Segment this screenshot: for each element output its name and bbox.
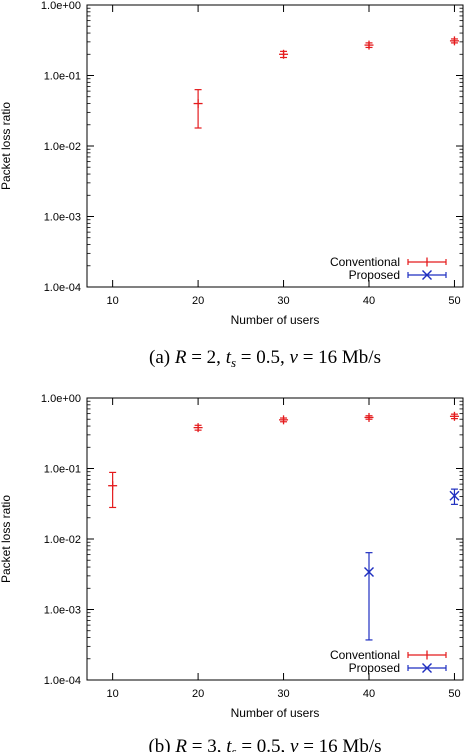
y-tick-label: 1.0e-02: [44, 534, 81, 546]
caption: (a) R = 2, ts = 0.5, v = 16 Mb/s: [149, 347, 381, 370]
y-axis-label: Packet loss ratio: [0, 102, 13, 190]
x-tick-label: 20: [192, 688, 204, 700]
data-point: [364, 567, 374, 578]
legend-marker: [422, 270, 432, 280]
x-axis-label: Number of users: [231, 706, 320, 720]
y-tick-label: 1.0e+00: [41, 0, 81, 12]
x-tick-label: 50: [448, 295, 460, 307]
plot-frame: [86, 397, 464, 681]
legend-label: Proposed: [349, 661, 400, 675]
x-tick-label: 30: [277, 688, 289, 700]
x-tick-label: 50: [448, 688, 460, 700]
series-conventional: [108, 411, 459, 509]
caption: (b) R = 3, ts = 0.5, v = 16 Mb/s: [148, 736, 381, 752]
x-tick-label: 10: [107, 688, 119, 700]
x-tick-label: 30: [277, 295, 289, 307]
data-point: [449, 490, 460, 501]
y-axis-label: Packet loss ratio: [0, 495, 13, 583]
x-tick-label: 10: [107, 295, 119, 307]
legend-marker: [422, 663, 432, 673]
y-tick-label: 1.0e-03: [44, 605, 81, 617]
y-tick-label: 1.0e-02: [44, 141, 81, 153]
y-tick-label: 1.0e-01: [44, 71, 81, 83]
y-tick-label: 1.0e-04: [44, 282, 81, 294]
x-tick-label: 20: [192, 295, 204, 307]
chart-panel-a: 1.0e-04 1.0e-03 1.0e-02 1.0e-01 1.0e+00 10 20 3…: [0, 0, 464, 370]
legend-label: Proposed: [349, 268, 400, 282]
x-axis-label: Number of users: [231, 313, 320, 327]
y-tick-label: 1.0e-04: [44, 675, 81, 687]
y-tick-label: 1.0e+00: [41, 393, 81, 405]
x-tick-label: 40: [363, 688, 375, 700]
series-proposed: [364, 488, 460, 641]
x-tick-label: 40: [363, 295, 375, 307]
legend-label: Conventional: [330, 648, 400, 662]
y-tick-label: 1.0e-03: [44, 212, 81, 224]
legend-label: Conventional: [330, 255, 400, 269]
chart-panel-b: 1.0e-04 1.0e-03 1.0e-02 1.0e-01 1.0e+00 10 20 3…: [0, 393, 464, 752]
plot-frame: [86, 4, 464, 288]
series-conventional: [193, 36, 459, 129]
y-tick-label: 1.0e-01: [44, 464, 81, 476]
